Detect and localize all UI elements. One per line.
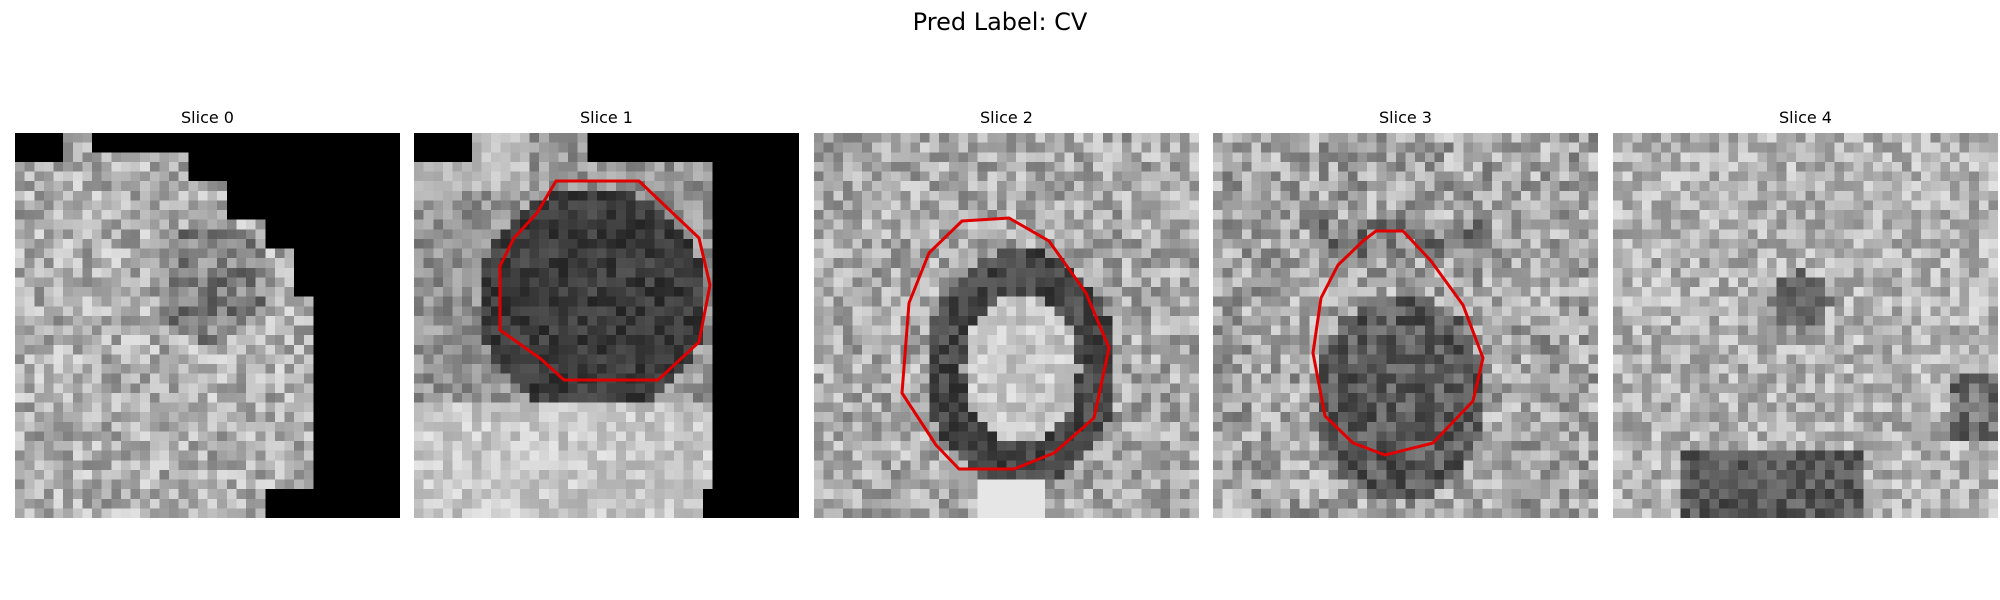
slice-contour-3 <box>1311 229 1485 457</box>
slice-image-1 <box>414 133 799 518</box>
slice-panel-0: Slice 0 <box>15 108 400 518</box>
slice-panel-4: Slice 4 <box>1613 108 1998 518</box>
slice-title-2: Slice 2 <box>980 108 1033 127</box>
slice-image-3 <box>1213 133 1598 518</box>
slice-contour-1 <box>498 179 712 382</box>
slice-title-4: Slice 4 <box>1779 108 1832 127</box>
figure-title: Pred Label: CV <box>912 8 1088 36</box>
slice-title-1: Slice 1 <box>580 108 633 127</box>
slice-image-4 <box>1613 133 1998 518</box>
slice-title-3: Slice 3 <box>1379 108 1432 127</box>
slice-title-0: Slice 0 <box>181 108 234 127</box>
slice-image-2 <box>814 133 1199 518</box>
slice-panel-3: Slice 3 <box>1213 108 1598 518</box>
slice-panel-2: Slice 2 <box>814 108 1199 518</box>
slice-image-0 <box>15 133 400 518</box>
slice-panel-1: Slice 1 <box>414 108 799 518</box>
slice-contour-2 <box>900 216 1111 471</box>
